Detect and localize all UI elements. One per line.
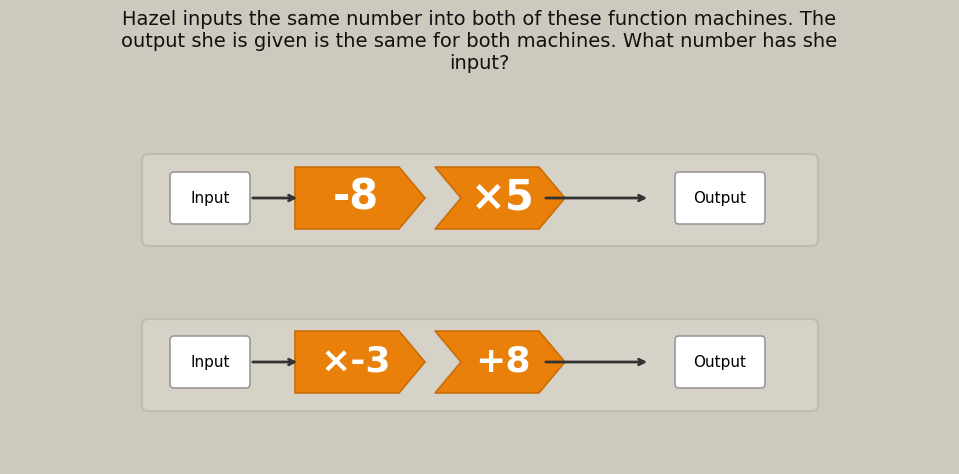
Text: ×5: ×5: [471, 177, 534, 219]
Text: -8: -8: [333, 177, 379, 219]
FancyBboxPatch shape: [170, 336, 250, 388]
FancyBboxPatch shape: [142, 319, 818, 411]
Polygon shape: [295, 331, 425, 393]
Text: Input: Input: [190, 355, 230, 370]
FancyBboxPatch shape: [675, 172, 765, 224]
Text: Hazel inputs the same number into both of these function machines. The: Hazel inputs the same number into both o…: [123, 10, 836, 29]
FancyBboxPatch shape: [170, 172, 250, 224]
Text: +8: +8: [475, 345, 530, 379]
Text: ×-3: ×-3: [321, 345, 391, 379]
Polygon shape: [435, 167, 565, 229]
Polygon shape: [435, 331, 565, 393]
FancyBboxPatch shape: [142, 154, 818, 246]
Polygon shape: [295, 167, 425, 229]
Text: Output: Output: [693, 355, 746, 370]
FancyBboxPatch shape: [675, 336, 765, 388]
Text: Input: Input: [190, 191, 230, 206]
Text: input?: input?: [450, 54, 509, 73]
Text: Output: Output: [693, 191, 746, 206]
Text: output she is given is the same for both machines. What number has she: output she is given is the same for both…: [122, 32, 837, 51]
